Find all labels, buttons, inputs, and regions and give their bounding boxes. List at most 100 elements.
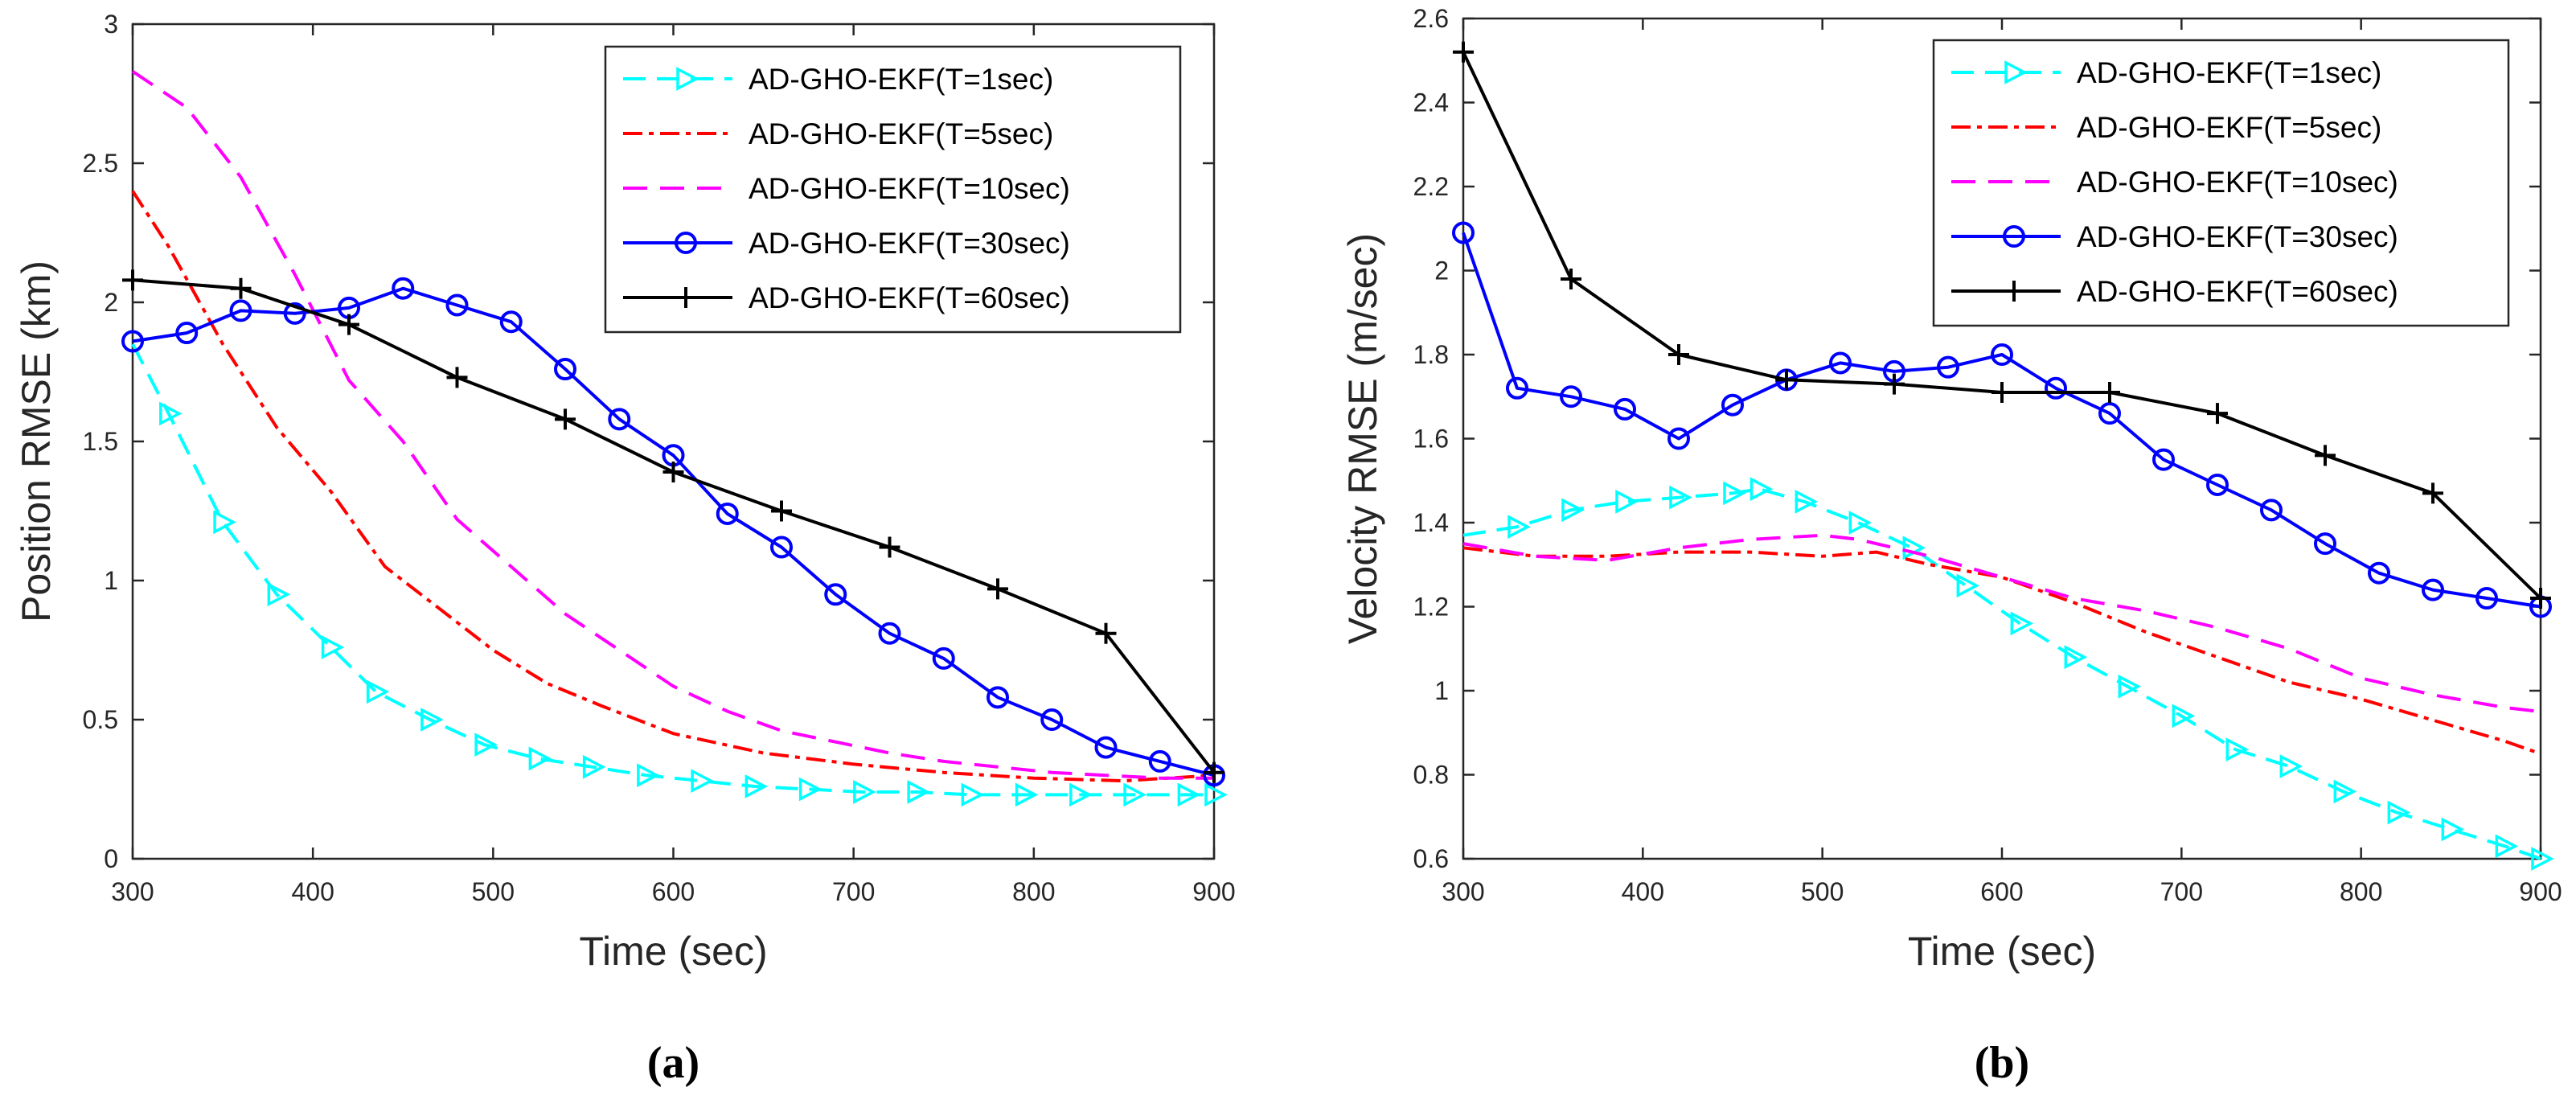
series-AD-GHO-EKF(T=60sec) <box>1453 41 2551 609</box>
data-point-marker <box>2279 754 2303 778</box>
data-point-marker <box>2476 587 2498 610</box>
data-point-marker <box>1937 355 1959 379</box>
data-point-marker <box>555 408 576 430</box>
legend-item: AD-GHO-EKF(T=5sec) <box>623 117 1053 150</box>
data-point-marker <box>1095 622 1117 644</box>
legend-marker <box>676 67 699 91</box>
data-point-marker <box>2172 704 2196 728</box>
data-point-marker <box>1204 782 1228 807</box>
data-point-marker <box>2314 532 2336 556</box>
y-tick-label: 1 <box>104 566 118 595</box>
legend-marker <box>675 232 697 254</box>
legend-label: AD-GHO-EKF(T=30sec) <box>749 227 1070 260</box>
data-point-marker <box>932 646 955 670</box>
legend-label: AD-GHO-EKF(T=10sec) <box>749 172 1070 205</box>
legend-label: AD-GHO-EKF(T=1sec) <box>2077 56 2381 89</box>
legend-item: AD-GHO-EKF(T=10sec) <box>623 172 1070 205</box>
x-tick-label: 500 <box>1801 877 1844 906</box>
legend: AD-GHO-EKF(T=1sec) AD-GHO-EKF(T=5sec) AD-G… <box>1932 39 2510 327</box>
data-point-marker <box>1991 343 2013 366</box>
x-tick-label: 900 <box>1192 877 1235 906</box>
data-point-marker <box>1956 573 1980 598</box>
legend-label: AD-GHO-EKF(T=60sec) <box>749 281 1070 314</box>
y-axis-label: Velocity RMSE (m/sec) <box>1340 233 1385 644</box>
data-point-marker <box>1561 498 1585 523</box>
data-point-marker <box>2010 611 2034 636</box>
data-point-marker <box>230 277 252 299</box>
y-tick-label: 1 <box>1434 676 1449 705</box>
legend-label: AD-GHO-EKF(T=5sec) <box>749 117 1053 150</box>
data-point-marker <box>1614 397 1636 421</box>
data-point-marker <box>1668 344 1689 365</box>
data-point-marker <box>1723 481 1746 506</box>
data-point-marker <box>283 302 306 325</box>
x-tick-label: 400 <box>291 877 334 906</box>
data-point-marker <box>392 277 415 300</box>
data-point-marker <box>1453 41 1474 63</box>
data-point-marker <box>1669 485 1692 510</box>
legend-marker <box>2004 281 2024 302</box>
legend-marker <box>675 287 696 308</box>
y-tick-label: 1.2 <box>1413 593 1449 622</box>
y-tick-label: 1.6 <box>1413 425 1449 454</box>
legend: AD-GHO-EKF(T=1sec) AD-GHO-EKF(T=5sec) AD-G… <box>604 45 1182 334</box>
y-tick-label: 2 <box>104 288 118 317</box>
y-tick-label: 0.5 <box>83 705 118 734</box>
data-point-marker <box>1560 385 1582 408</box>
data-point-marker <box>1615 489 1639 514</box>
series-AD-GHO-EKF(T=1sec) <box>1462 477 2554 871</box>
data-point-marker <box>420 708 444 732</box>
legend-label: AD-GHO-EKF(T=1sec) <box>749 63 1053 96</box>
data-point-marker <box>2441 817 2465 842</box>
data-point-marker <box>528 746 552 771</box>
data-point-marker <box>1204 761 1224 783</box>
data-point-marker <box>2530 588 2551 609</box>
series-AD-GHO-EKF(T=1sec) <box>131 343 1228 807</box>
legend-item: AD-GHO-EKF(T=30sec) <box>1951 220 2398 253</box>
data-point-marker <box>798 777 822 802</box>
legend-item: AD-GHO-EKF(T=1sec) <box>623 63 1053 96</box>
legend-item: AD-GHO-EKF(T=30sec) <box>623 227 1070 260</box>
x-tick-label: 600 <box>1980 877 2023 906</box>
data-point-marker <box>824 583 847 606</box>
data-point-marker <box>1667 427 1690 450</box>
data-point-marker <box>321 635 345 659</box>
data-point-marker <box>121 330 144 353</box>
panel-label: (a) <box>647 1038 699 1088</box>
data-point-marker <box>1094 736 1118 759</box>
y-tick-label: 1.4 <box>1413 508 1449 537</box>
data-point-marker <box>445 293 469 317</box>
data-point-marker <box>716 502 739 525</box>
legend-item: AD-GHO-EKF(T=60sec) <box>623 281 1070 314</box>
legend-item: AD-GHO-EKF(T=60sec) <box>1951 275 2398 308</box>
data-point-marker <box>1991 382 2012 404</box>
y-tick-label: 1.8 <box>1413 340 1449 369</box>
panel-b-velocity-rmse: 300 400 500 600 700 800 900 0.6 0.8 1 1.2 1.4 1.6 1.8… <box>1340 4 2562 1088</box>
data-point-marker <box>446 367 468 388</box>
series-AD-GHO-EKF(T=60sec) <box>122 269 1224 783</box>
x-tick-label: 800 <box>1012 877 1055 906</box>
legend-label: AD-GHO-EKF(T=60sec) <box>2077 275 2398 308</box>
data-point-marker <box>662 462 684 483</box>
legend-item: AD-GHO-EKF(T=10sec) <box>1951 166 2398 199</box>
legend-label: AD-GHO-EKF(T=30sec) <box>2077 220 2398 253</box>
y-tick-label: 2.2 <box>1413 172 1449 201</box>
y-tick-label: 1.5 <box>83 427 118 456</box>
data-point-marker <box>2118 674 2142 699</box>
y-tick-label: 2.4 <box>1413 88 1449 117</box>
data-point-marker <box>2099 382 2120 404</box>
data-point-marker <box>987 578 1008 600</box>
x-tick-label: 800 <box>2340 877 2382 906</box>
data-point-marker <box>1795 489 1819 514</box>
data-point-marker <box>878 622 901 645</box>
data-point-marker <box>2368 561 2390 585</box>
data-point-marker <box>771 500 792 522</box>
data-point-marker <box>691 769 714 794</box>
x-axis-label: Time (sec) <box>1908 929 2096 974</box>
data-point-marker <box>879 536 900 558</box>
data-point-marker <box>1069 782 1093 807</box>
data-point-marker <box>1177 782 1201 807</box>
data-point-marker <box>1507 515 1531 540</box>
x-tick-label: 700 <box>2160 877 2203 906</box>
